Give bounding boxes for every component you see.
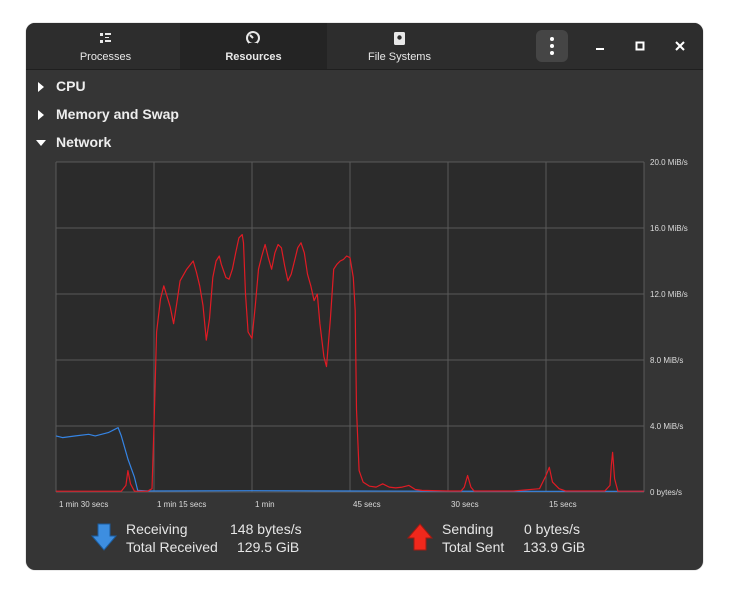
header-bar: Processes Resources File Systems bbox=[26, 23, 703, 70]
total-received-value: 129.5 GiB bbox=[237, 539, 300, 555]
network-section-label: Network bbox=[56, 134, 112, 150]
minimize-button[interactable] bbox=[590, 36, 610, 56]
tab-resources[interactable]: Resources bbox=[180, 23, 327, 69]
x-tick-label: 1 min 15 secs bbox=[157, 500, 206, 509]
receiving-series-line bbox=[55, 427, 644, 492]
minimize-icon bbox=[596, 48, 604, 50]
y-tick-label: 12.0 MiB/s bbox=[650, 290, 688, 299]
collapsed-triangle-icon bbox=[38, 82, 44, 92]
x-tick-label: 1 min 30 secs bbox=[59, 500, 108, 509]
disk-icon bbox=[394, 32, 405, 45]
memory-section-label: Memory and Swap bbox=[56, 106, 179, 122]
tab-processes-label: Processes bbox=[79, 51, 132, 63]
y-tick-label: 8.0 MiB/s bbox=[650, 356, 683, 365]
processes-list-icon bbox=[100, 33, 111, 43]
maximize-button[interactable] bbox=[630, 36, 650, 56]
tab-file-systems-label: File Systems bbox=[368, 51, 431, 63]
x-tick-label: 1 min bbox=[255, 500, 275, 509]
tab-resources-label: Resources bbox=[225, 51, 282, 63]
kebab-menu-icon bbox=[550, 37, 554, 55]
receiving-rate: 148 bytes/s bbox=[230, 521, 302, 537]
gauge-icon bbox=[246, 31, 260, 46]
sending-series-line bbox=[56, 234, 644, 492]
x-tick-label: 30 secs bbox=[451, 500, 479, 509]
y-tick-label: 20.0 MiB/s bbox=[650, 158, 688, 167]
receive-arrow-icon bbox=[90, 523, 118, 551]
total-sent-value: 133.9 GiB bbox=[523, 539, 586, 555]
y-tick-label: 16.0 MiB/s bbox=[650, 224, 688, 233]
collapsed-triangle-icon bbox=[38, 110, 44, 120]
total-received-label: Total Received bbox=[126, 539, 218, 555]
system-monitor-window: Processes Resources File Systems bbox=[26, 23, 703, 570]
send-arrow-icon bbox=[406, 523, 434, 551]
sending-label: Sending bbox=[442, 521, 494, 537]
network-history-chart: 20.0 MiB/s 16.0 MiB/s 12.0 MiB/s 8.0 MiB/s 4… bbox=[55, 158, 688, 509]
main-menu-button[interactable] bbox=[536, 30, 568, 62]
x-tick-label: 15 secs bbox=[549, 500, 577, 509]
x-tick-label: 45 secs bbox=[353, 500, 381, 509]
maximize-icon bbox=[635, 41, 645, 51]
expanded-triangle-icon bbox=[36, 140, 46, 146]
y-tick-label: 0 bytes/s bbox=[650, 488, 682, 497]
tab-file-systems[interactable]: File Systems bbox=[326, 23, 473, 69]
total-sent-label: Total Sent bbox=[442, 539, 505, 555]
receiving-label: Receiving bbox=[126, 521, 188, 537]
close-button[interactable] bbox=[670, 36, 690, 56]
sending-rate: 0 bytes/s bbox=[524, 521, 581, 537]
tab-processes[interactable]: Processes bbox=[32, 23, 179, 69]
y-tick-label: 4.0 MiB/s bbox=[650, 422, 683, 431]
close-icon bbox=[675, 41, 685, 51]
cpu-section-label: CPU bbox=[56, 78, 86, 94]
